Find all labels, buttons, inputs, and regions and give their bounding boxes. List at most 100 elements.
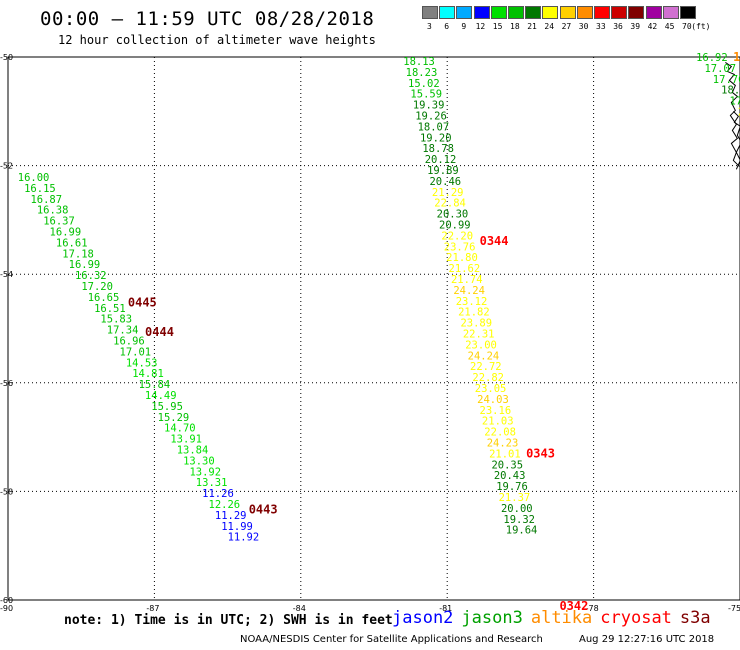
legend-label: 39	[630, 22, 641, 31]
wave-height-value: 23.89	[460, 318, 492, 330]
x-tick-label: -75	[728, 604, 740, 613]
wave-height-value: 19.20	[420, 132, 452, 144]
wave-height-value: 23.12	[456, 296, 488, 308]
wave-height-value: 18.07	[418, 121, 450, 133]
wave-height-value: 22.08	[484, 427, 516, 439]
legend-swatch	[645, 6, 662, 19]
legend-label: 30	[578, 22, 589, 31]
wave-height-value: 20.43	[494, 470, 526, 482]
wave-height-value: 22.82	[472, 372, 504, 384]
wave-height-value: 18.13	[403, 56, 435, 68]
wave-height-value: 16.96	[113, 336, 145, 348]
wave-height-value: 16.15	[24, 183, 56, 195]
legend-swatch	[490, 6, 507, 19]
satellite-legend-item: cryosat	[600, 608, 672, 628]
wave-height-value: 23.05	[475, 383, 507, 395]
pass-time-label: 0443	[249, 502, 278, 516]
wave-height-value: 16.99	[50, 227, 82, 239]
wave-height-value: 19.26	[415, 111, 447, 123]
wave-height-value: 20.12	[425, 154, 457, 166]
wave-height-value: 11.92	[228, 532, 260, 544]
wave-height-value: 13.30	[183, 455, 215, 467]
wave-height-value: 23.00	[465, 339, 497, 351]
wave-height-value: 19.76	[496, 481, 528, 493]
wave-height-value: 24.23	[487, 438, 519, 450]
note-text: note: 1) Time is in UTC; 2) SWH is in fe…	[64, 613, 393, 628]
wave-height-value: 16.00	[18, 172, 50, 184]
wave-height-value: 15.02	[408, 78, 440, 90]
pass-time-label: 0343	[526, 446, 555, 460]
legend-label: 6	[444, 22, 450, 31]
map-title: 00:00 — 11:59 UTC 08/28/2018	[40, 8, 375, 30]
wave-height-value: 17.07	[704, 63, 736, 75]
legend-swatch	[542, 6, 559, 19]
wave-height-value: 21.01	[489, 448, 521, 460]
legend-swatch	[576, 6, 593, 19]
wave-height-value: 15.29	[158, 412, 190, 424]
legend-label: 15	[492, 22, 503, 31]
wave-height-value: 12.26	[209, 499, 241, 511]
wave-height-value: 16.32	[75, 270, 107, 282]
legend-swatch	[594, 6, 610, 19]
wave-height-value: 20.46	[429, 176, 461, 188]
wave-height-value: 16.37	[43, 216, 75, 228]
footer-credit: NOAA/NESDIS Center for Satellite Applica…	[240, 634, 543, 645]
wave-height-value: 21.82	[458, 307, 490, 319]
y-tick-label: -60	[0, 596, 13, 605]
legend-swatch	[611, 6, 628, 19]
wave-height-value: 22.20	[441, 230, 473, 242]
legend-label: 33	[596, 22, 606, 31]
wave-height-value: 16.51	[94, 303, 126, 315]
wave-height-value: 11.29	[215, 510, 247, 522]
wave-height-value: 16.38	[37, 205, 69, 217]
wave-height-value: 16.99	[69, 259, 101, 271]
legend-label: 12	[475, 22, 486, 31]
wave-height-value: 23.76	[444, 241, 476, 253]
legend-label: 21	[527, 22, 537, 31]
wave-height-value: 24.24	[453, 285, 485, 297]
y-tick-label: -54	[0, 270, 13, 279]
wave-height-value: 23.16	[480, 405, 512, 417]
wave-height-value: 22.84	[434, 198, 466, 210]
legend-swatch	[422, 6, 438, 19]
wave-height-value: 21.62	[449, 263, 481, 275]
legend-unit: (ft)	[691, 22, 711, 31]
wave-height-value: 18.76	[721, 85, 740, 97]
wave-height-value: 22.95	[738, 107, 740, 119]
pass-time-label: 0342	[559, 599, 588, 613]
legend-label: 24	[544, 22, 555, 31]
wave-height-value: 11.99	[221, 521, 253, 533]
pass-time-label: 1145	[733, 50, 740, 64]
x-tick-label: -84	[293, 604, 306, 613]
pass-time-label: 0445	[128, 295, 157, 309]
wave-height-value: 15.95	[151, 401, 183, 413]
wave-height-value: 17.20	[81, 281, 113, 293]
coastline	[725, 62, 740, 167]
wave-height-value: 18.23	[406, 67, 438, 79]
wave-height-value: 17.18	[62, 248, 94, 260]
pass-time-label: 0344	[480, 234, 509, 248]
wave-height-value: 17.01	[120, 346, 152, 358]
legend-swatch	[525, 6, 542, 19]
map-frame	[7, 56, 740, 601]
wave-height-value: 17.07	[730, 96, 740, 108]
wave-height-value: 14.49	[145, 390, 177, 402]
y-tick-label: -56	[0, 379, 13, 388]
wave-height-value: 15.59	[410, 89, 442, 101]
wave-height-value: 16.61	[56, 237, 88, 249]
wave-height-value: 19.39	[413, 100, 445, 112]
wave-height-value: 20.30	[437, 209, 469, 221]
satellite-legend-item: jason3	[461, 608, 523, 628]
legend-swatch	[662, 6, 679, 19]
y-tick-label: -58	[0, 487, 13, 496]
legend-swatch	[680, 6, 696, 19]
legend-label: 9	[461, 22, 467, 31]
wave-height-value: 11.26	[202, 488, 234, 500]
y-tick-label: -52	[0, 162, 13, 171]
wave-height-value: 20.00	[501, 503, 533, 515]
wave-height-value: 13.31	[196, 477, 228, 489]
wave-height-value: 20.35	[491, 459, 523, 471]
satellite-legend-item: s3a	[679, 608, 711, 628]
satellite-legend-item: altika	[530, 608, 593, 628]
